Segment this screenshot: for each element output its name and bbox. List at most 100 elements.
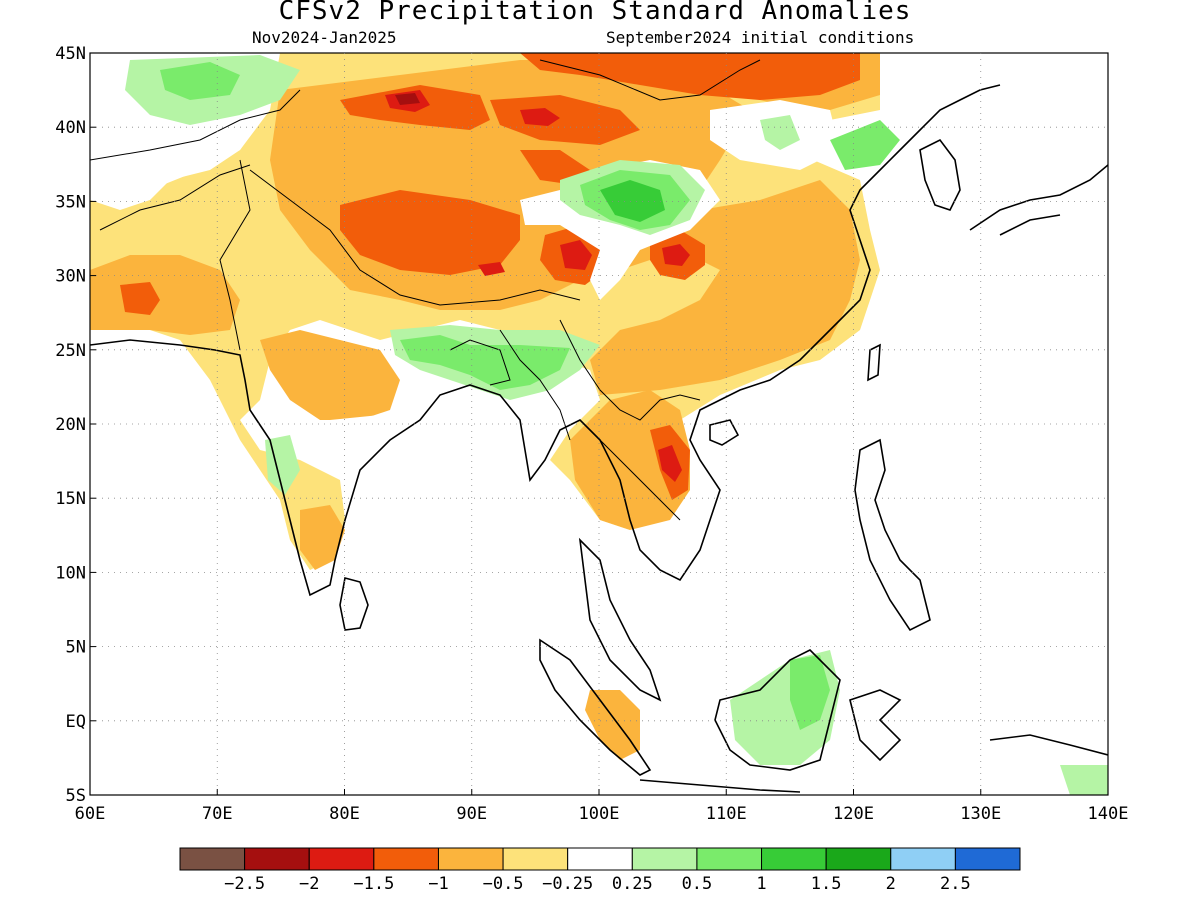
x-tick-label: 140E [1088,804,1129,824]
y-tick-label: 15N [55,489,86,509]
colorbar-swatch [696,847,763,871]
anomaly-region-red-hubei [662,244,690,266]
y-tick-label: 10N [55,563,86,583]
colorbar-swatch [954,847,1021,871]
colorbar-label: 1 [756,874,766,894]
colorbar-labels: −2.5 −2 −1.5 −1 −0.5 −0.25 0.25 0.5 1 1.5 2 2.5 [224,874,971,894]
longitude-axis: 60E 70E 80E 90E 100E 110E 120E 130E 140E [75,789,1129,824]
anomaly-region-lightgreen-new-guinea [1060,765,1108,795]
coastline-taiwan [867,343,881,382]
country-borders [90,59,761,521]
border-pakistan-india [219,159,251,351]
anomaly-shading [90,53,1108,795]
anomaly-region-green-kazakhstan [160,62,240,100]
x-tick-label: 80E [329,804,360,824]
border-afghanistan [99,164,251,231]
anomaly-region-orange-india [260,330,400,420]
coastline-borneo [714,649,841,771]
anomaly-region-green-northeast-india [400,335,570,390]
border-indochina [559,319,701,521]
anomaly-region-darkorange-mongolia [520,53,860,100]
colorbar-swatch [567,847,633,871]
coastline-sumatra [539,638,652,776]
colorbar-swatch [890,847,956,871]
coastline-hainan [709,419,740,446]
coastline-sulawesi [849,689,902,762]
coastline-philippines [854,438,931,632]
initial-conditions: September2024 initial conditions [606,28,915,47]
colorbar-label: −0.25 [542,874,593,894]
y-tick-label: 25N [55,341,86,361]
y-tick-label: 5S [66,786,86,806]
coastline-new-guinea [989,734,1108,756]
colorbar-label: −2 [299,874,319,894]
x-tick-label: 60E [75,804,106,824]
colorbar [179,847,1021,871]
gridlines [90,53,1108,795]
y-tick-label: 35N [55,192,86,212]
anomaly-region-darkred-xinjiang [395,93,420,105]
border-himalaya [249,169,581,306]
x-tick-label: 120E [833,804,874,824]
colorbar-label: −1.5 [353,874,394,894]
colorbar-label: 2.5 [940,874,971,894]
anomaly-region-red-laos [658,445,682,482]
latitude-axis: 45N 40N 35N 30N 25N 20N 15N 10N 5N EQ 5S [55,44,96,806]
anomaly-region-neutral-india [330,415,400,475]
forecast-period: Nov2024-Jan2025 [252,28,397,47]
map-title: CFSv2 Precipitation Standard Anomalies [278,0,912,26]
x-tick-label: 110E [706,804,747,824]
colorbar-label: −2.5 [224,874,265,894]
anomaly-region-red-tarim [520,108,560,126]
colorbar-swatch [244,847,310,871]
colorbar-label: −0.5 [483,874,524,894]
coastline-sri-lanka [339,577,369,631]
anomaly-region-red-tibet [478,262,505,276]
y-tick-label: EQ [66,712,86,732]
coastline-japan [969,164,1108,236]
colorbar-swatch [631,847,698,871]
anomaly-region-red-sichuan [560,240,592,270]
colorbar-label: 0.5 [682,874,713,894]
colorbar-label: −1 [428,874,448,894]
border-bangladesh [449,339,511,386]
y-tick-label: 5N [66,638,86,658]
anomaly-region-darkorange-tibet [340,190,520,275]
colorbar-swatch [437,847,504,871]
colorbar-label: 2 [886,874,896,894]
anomaly-region-lightgreen-india-west [265,435,300,495]
colorbar-swatch [373,847,439,871]
colorbar-swatch [502,847,569,871]
anomaly-region-orange-pakistan [90,255,240,335]
anomaly-region-lightgreen-korea-ne [760,115,800,150]
x-tick-label: 100E [579,804,620,824]
colorbar-label: 1.5 [811,874,842,894]
anomaly-region-green-borneo [790,655,830,730]
colorbar-swatch [179,847,246,871]
y-tick-label: 40N [55,118,86,138]
coastline-korea [919,138,961,211]
y-tick-label: 45N [55,44,86,64]
coastlines [90,84,1108,793]
border-china-mongolia [539,59,761,101]
anomaly-region-darkorange-pakistan [120,282,160,315]
colorbar-swatch [308,847,375,871]
colorbar-swatch [761,847,827,871]
y-tick-label: 30N [55,267,86,287]
x-tick-label: 70E [202,804,233,824]
x-tick-label: 90E [456,804,487,824]
coastline-south-asia [90,84,1001,597]
anomaly-region-darkorange-tarim [490,95,640,145]
border-myanmar [499,329,571,441]
anomaly-region-orange-south-india [300,505,345,570]
border-central-asia [90,89,301,161]
anomaly-region-orange-sumatra [585,690,640,760]
coastline-malay-peninsula [578,537,662,702]
coastline-java [639,779,801,793]
y-tick-label: 20N [55,415,86,435]
colorbar-swatch [825,847,892,871]
anomaly-region-darkgreen-central-china [600,180,665,222]
colorbar-label: 0.25 [612,874,653,894]
anomaly-region-green-manchuria [830,120,900,170]
